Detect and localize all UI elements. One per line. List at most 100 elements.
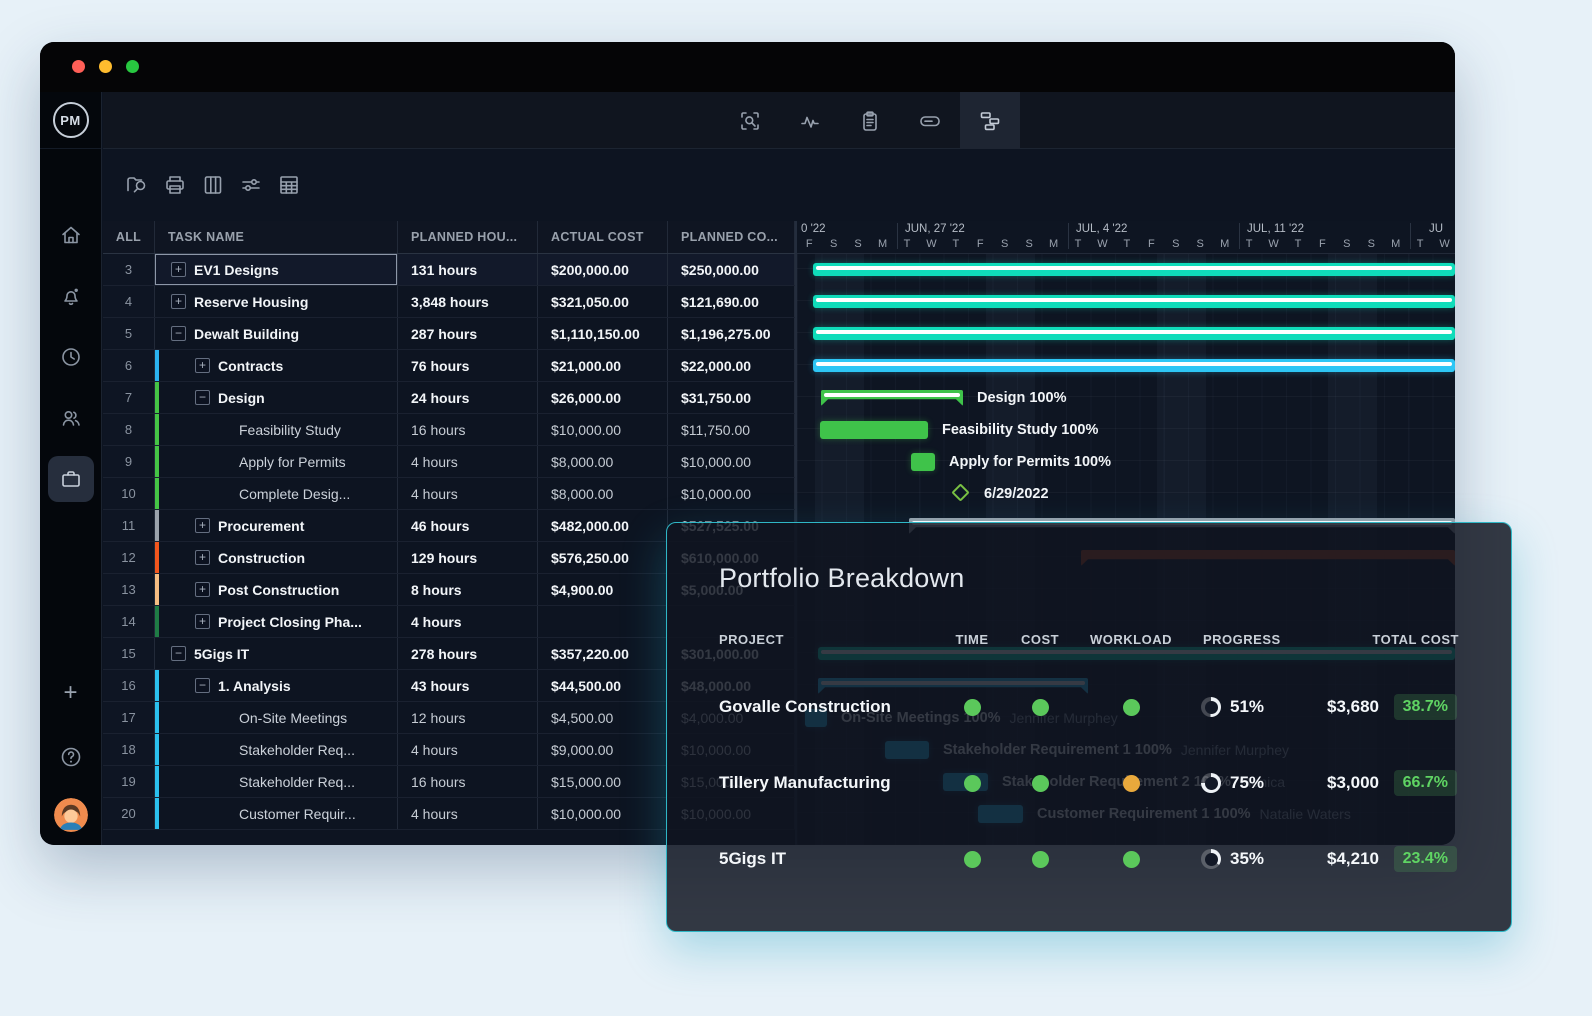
task-color-strip <box>155 766 159 797</box>
expand-toggle[interactable]: − <box>171 326 186 341</box>
add-button[interactable]: + <box>63 679 78 706</box>
viewbar-filters-button[interactable] <box>239 173 263 197</box>
task-name-cell[interactable]: Apply for Permits <box>155 446 398 477</box>
gantt-day-label: S <box>854 238 862 250</box>
toolbar-card-button[interactable] <box>900 92 960 149</box>
task-color-strip <box>155 414 159 445</box>
zoom-window-button[interactable] <box>126 60 139 73</box>
expand-toggle[interactable]: + <box>195 518 210 533</box>
table-row[interactable]: 5− Dewalt Building 287 hours $1,110,150.00 $… <box>103 318 795 350</box>
task-name-cell[interactable]: + Construction <box>155 542 398 573</box>
table-row[interactable]: 8 Feasibility Study 16 hours $10,000.00 $11,… <box>103 414 795 446</box>
workload-status-dot <box>1122 698 1140 716</box>
table-row[interactable]: 10 Complete Desig... 4 hours $8,000.00 $10,0… <box>103 478 795 510</box>
panel-column-progress: PROGRESS <box>1203 632 1281 647</box>
portfolio-row[interactable]: Govalle Construction 51% $3,680 38.7% <box>719 669 1457 745</box>
portfolio-row[interactable]: Tillery Manufacturing 75% $3,000 66.7% <box>719 745 1457 821</box>
column-header-planned-hours[interactable]: PLANNED HOU... <box>398 221 538 253</box>
task-name-cell[interactable]: + Procurement <box>155 510 398 541</box>
planned-hours-cell: 8 hours <box>398 574 538 605</box>
actual-cost-cell: $8,000.00 <box>538 446 668 477</box>
gantt-day-label: M <box>1049 238 1059 250</box>
task-name-cell[interactable]: + EV1 Designs <box>155 254 398 285</box>
toolbar-clipboard-button[interactable] <box>840 92 900 149</box>
planned-cost-cell: $22,000.00 <box>668 350 795 381</box>
task-name-cell[interactable]: Stakeholder Req... <box>155 734 398 765</box>
task-name-cell[interactable]: Customer Requir... <box>155 798 398 829</box>
task-name-cell[interactable]: Stakeholder Req... <box>155 766 398 797</box>
expand-toggle[interactable]: + <box>195 358 210 373</box>
close-window-button[interactable] <box>72 60 85 73</box>
gantt-bar[interactable] <box>911 453 935 471</box>
user-avatar[interactable] <box>53 798 88 832</box>
milestone-diamond[interactable] <box>951 483 970 502</box>
viewbar-printer-button[interactable] <box>163 173 187 197</box>
table-row[interactable]: 9 Apply for Permits 4 hours $8,000.00 $10,00… <box>103 446 795 478</box>
viewbar-folder-search-button[interactable] <box>125 173 149 197</box>
planned-hours-cell: 131 hours <box>398 254 538 285</box>
gantt-day-label: T <box>1294 238 1302 250</box>
task-name-cell[interactable]: − Design <box>155 382 398 413</box>
column-header-all[interactable]: ALL <box>103 221 155 253</box>
task-name-cell[interactable]: Complete Desig... <box>155 478 398 509</box>
view-toolbar <box>103 149 1455 221</box>
task-name-cell[interactable]: + Project Closing Pha... <box>155 606 398 637</box>
task-name-cell[interactable]: On-Site Meetings <box>155 702 398 733</box>
toolbar-search-area-button[interactable] <box>720 92 780 149</box>
column-header-planned-cost[interactable]: PLANNED CO... <box>668 221 795 253</box>
sidebar-item-briefcase[interactable] <box>47 456 94 502</box>
minimize-window-button[interactable] <box>99 60 112 73</box>
expand-toggle[interactable]: − <box>195 678 210 693</box>
task-name-cell[interactable]: + Contracts <box>155 350 398 381</box>
task-name: Complete Desig... <box>239 485 351 502</box>
gantt-bar[interactable] <box>813 295 1455 308</box>
portfolio-row[interactable]: 5Gigs IT 35% $4,210 23.4% <box>719 821 1457 897</box>
table-row[interactable]: 3 + EV1 Designs 131 hours $200,000.00 $250,00… <box>103 254 795 286</box>
toolbar-pulse-button[interactable] <box>780 92 840 149</box>
toolbar-sitemap-button[interactable] <box>960 92 1020 149</box>
expand-toggle[interactable]: − <box>195 390 210 405</box>
task-name: Dewalt Building <box>194 325 299 342</box>
gantt-day-label: T <box>952 238 960 250</box>
task-name-cell[interactable]: −5Gigs IT <box>155 638 398 669</box>
gantt-day-label: W <box>1268 238 1279 250</box>
task-name: 5Gigs IT <box>194 645 250 662</box>
expand-toggle[interactable]: − <box>171 646 186 661</box>
progress-ring <box>1201 849 1221 869</box>
expand-toggle[interactable]: + <box>171 294 186 309</box>
sidebar-item-clock[interactable] <box>48 334 94 380</box>
task-name-cell[interactable]: −1. Analysis <box>155 670 398 701</box>
column-header-actual-cost[interactable]: ACTUAL COST <box>538 221 668 253</box>
expand-toggle[interactable]: + <box>195 614 210 629</box>
viewbar-columns-button[interactable] <box>201 173 225 197</box>
expand-toggle[interactable]: + <box>171 262 186 277</box>
task-name-cell[interactable]: + Reserve Housing <box>155 286 398 317</box>
column-header-task-name[interactable]: TASK NAME <box>155 221 398 253</box>
sidebar-item-home[interactable] <box>48 212 94 258</box>
table-row[interactable]: 6 + Contracts 76 hours $21,000.00 $22,000.00 <box>103 350 795 382</box>
panel-rows: Govalle Construction 51% $3,680 38.7% Tille… <box>719 669 1457 897</box>
expand-toggle[interactable]: + <box>195 582 210 597</box>
sidebar-item-bell[interactable] <box>48 273 94 319</box>
pm-logo[interactable]: PM <box>52 102 89 138</box>
sidebar-item-users[interactable] <box>48 395 94 441</box>
sidebar-item-help[interactable] <box>48 734 94 780</box>
actual-cost-cell: $357,220.00 <box>538 638 668 669</box>
viewbar-grid-button[interactable] <box>277 173 301 197</box>
table-row[interactable]: 4 + Reserve Housing 3,848 hours $321,050.00 $… <box>103 286 795 318</box>
expand-toggle[interactable]: + <box>195 550 210 565</box>
progress-ring <box>1201 697 1221 717</box>
gantt-bar[interactable] <box>821 390 963 406</box>
gantt-bar[interactable] <box>813 359 1455 372</box>
task-color-strip <box>155 542 159 573</box>
task-color-strip <box>155 798 159 829</box>
gantt-bar[interactable] <box>820 421 928 439</box>
planned-hours-cell: 16 hours <box>398 766 538 797</box>
table-row[interactable]: 7− Design 24 hours $26,000.00 $31,750.00 <box>103 382 795 414</box>
task-name-cell[interactable]: Feasibility Study <box>155 414 398 445</box>
gantt-bar[interactable] <box>813 327 1455 340</box>
gantt-bar[interactable] <box>813 263 1455 276</box>
gantt-day-label: W <box>926 238 937 250</box>
task-name-cell[interactable]: + Post Construction <box>155 574 398 605</box>
task-name-cell[interactable]: − Dewalt Building <box>155 318 398 349</box>
